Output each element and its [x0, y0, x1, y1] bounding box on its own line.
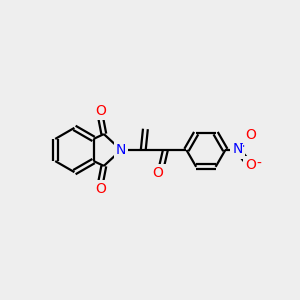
Text: N: N — [232, 142, 243, 157]
Text: O: O — [95, 182, 106, 196]
Text: O: O — [153, 167, 164, 181]
Text: O: O — [245, 158, 256, 172]
Text: N: N — [116, 143, 126, 157]
Text: O: O — [95, 104, 106, 118]
Text: -: - — [256, 157, 262, 170]
Text: +: + — [238, 139, 248, 149]
Text: O: O — [245, 128, 256, 142]
